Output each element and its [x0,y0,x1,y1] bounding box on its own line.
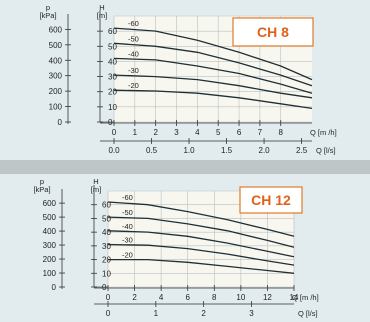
x-axis-primary-tick-label: 4 [195,128,200,137]
x-axis-primary-tick-label: 0 [106,293,111,302]
p-axis-unit-symbol: p [40,177,44,186]
p-axis-unit: [kPa] [33,185,50,194]
curve-n50 [113,42,313,87]
p-axis-tick-label: 300 [49,72,63,81]
h-axis-unit-symbol: H [93,177,98,186]
curve-n40 [107,230,295,258]
curve-label: -40 [128,49,139,58]
model-label: CH 12 [251,192,291,208]
curve-label: -50 [122,208,133,217]
h-axis-tick-label: 40 [102,228,111,237]
x-axis-primary-tick-label: 6 [185,293,190,302]
h-axis-tick-label: 40 [108,57,117,66]
h-axis-tick-label: 20 [108,88,117,97]
p-axis-tick-label: 200 [49,87,63,96]
model-label: CH 8 [257,24,289,40]
x-axis-primary-tick-label: 1 [133,128,138,137]
x-axis-secondary-tick-label: 0.0 [108,146,120,155]
curve-n60 [113,27,313,81]
curve-label: -60 [122,193,133,202]
curve-label: -20 [122,251,133,260]
x-axis-secondary-tick-label: 2.5 [296,146,308,155]
p-axis-tick-label: 200 [43,255,57,264]
x-axis-secondary-tick-label: 2.0 [259,146,271,155]
curve-label: -20 [128,81,139,90]
curve-n40 [113,57,313,94]
x-axis-secondary-tick-label: 3 [249,309,254,318]
p-axis-tick-label: 600 [49,25,63,34]
chart-ch8: -60-50-40-30-206050403020100H[m]60050040… [39,3,336,155]
x-axis-primary-tick-label: 6 [237,128,242,137]
p-axis-tick-label: 500 [49,41,63,50]
h-axis-tick-label: 0 [108,118,113,127]
x-axis-primary-tick-label: 5 [216,128,221,137]
x-axis-secondary-tick-label: 0.5 [146,146,158,155]
chart-ch12: -60-50-40-30-206050403020100H[m]60050040… [33,177,318,318]
x-axis-secondary-tick-label: 2 [201,309,206,318]
p-axis-tick-label: 0 [58,118,63,127]
p-axis-tick-label: 100 [49,103,63,112]
p-axis-tick-label: 400 [43,227,57,236]
curve-label: -30 [128,66,139,75]
p-axis-tick-label: 500 [43,213,57,222]
x-axis-secondary-label: Q [l/s] [298,309,318,318]
model-label-box [239,186,303,214]
x-axis-primary-tick-label: 2 [153,128,158,137]
x-axis-primary-tick-label: 10 [236,293,245,302]
x-axis-primary-tick-label: 14 [290,293,299,302]
x-axis-primary-tick-label: 8 [212,293,217,302]
x-axis-secondary-tick-label: 1.0 [183,146,195,155]
curve-n50 [107,216,295,248]
h-axis-tick-label: 0 [102,283,107,292]
curve-label: -40 [122,222,133,231]
x-axis-primary-tick-label: 3 [174,128,179,137]
p-axis-tick-label: 300 [43,241,57,250]
curve-n20 [108,258,295,274]
x-axis-primary-tick-label: 12 [263,293,272,302]
curve-label: -50 [128,34,139,43]
h-axis-tick-label: 60 [102,201,111,210]
h-axis-tick-label: 10 [108,103,117,112]
x-axis-secondary-tick-label: 0 [106,309,111,318]
x-axis-secondary-tick-label: 1 [154,309,159,318]
x-axis-secondary-label: Q [l/s] [316,146,336,155]
model-label-box [232,17,314,47]
x-axis-primary-tick-label: 0 [112,128,117,137]
x-axis-primary-tick-label: 7 [258,128,263,137]
curve-n30 [113,74,313,99]
curve-label: -60 [128,19,139,28]
chart-divider [0,160,370,174]
h-axis-tick-label: 60 [108,27,117,36]
curve-n30 [107,243,295,266]
x-axis-primary-label: Q [m /h] [292,293,319,302]
h-axis-tick-label: 20 [102,256,111,265]
p-axis-tick-label: 400 [49,56,63,65]
x-axis-primary-tick-label: 4 [159,293,164,302]
h-axis-tick-label: 50 [108,42,117,51]
x-axis-primary-label: Q [m /h] [310,128,337,137]
p-axis-unit-symbol: p [46,3,50,12]
h-axis-unit: [m] [91,185,101,194]
h-axis-unit-symbol: H [99,3,104,12]
x-axis-primary-tick-label: 2 [132,293,137,302]
p-axis-tick-label: 100 [43,269,57,278]
curve-label: -30 [122,235,133,244]
h-axis-tick-label: 30 [102,242,111,251]
curve-n60 [107,201,295,237]
p-axis-tick-label: 600 [43,199,57,208]
p-axis-unit: [kPa] [39,11,56,20]
curve-n20 [113,89,313,110]
h-axis-unit: [m] [97,11,107,20]
p-axis-tick-label: 0 [52,283,57,292]
h-axis-tick-label: 10 [102,269,111,278]
h-axis-tick-label: 30 [108,73,117,82]
x-axis-primary-tick-label: 8 [279,128,284,137]
h-axis-tick-label: 50 [102,214,111,223]
x-axis-secondary-tick-label: 1.5 [221,146,233,155]
